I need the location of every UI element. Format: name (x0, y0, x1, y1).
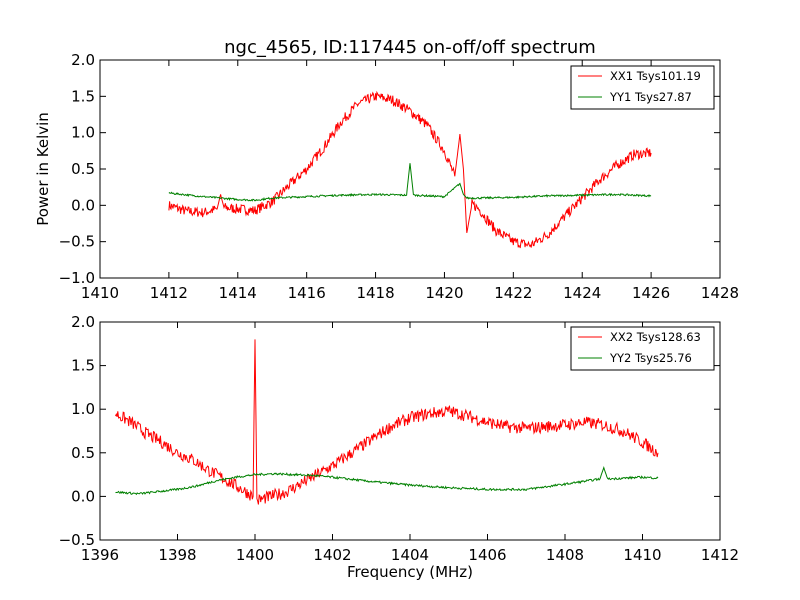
x-tick-label: 1418 (356, 284, 394, 302)
legend-label: XX1 Tsys101.19 (610, 69, 701, 83)
bottom-panel: 1396 1398 1400 1402 1404 1406 1408 1410 1412 −0.5… (59, 313, 740, 581)
x-tick-label: 1422 (494, 284, 532, 302)
y-tick-label: 0.5 (71, 160, 95, 178)
y-tick-label: 1.5 (71, 87, 95, 105)
y-tick-label: 1.0 (71, 124, 95, 142)
legend-box (570, 65, 715, 110)
legend-box (570, 326, 715, 371)
x-tick-label: 1412 (701, 546, 739, 564)
y-tick-label: 0.5 (71, 444, 95, 462)
series-line-yy (115, 465, 659, 496)
series-line-xx (115, 339, 659, 505)
series-line-xx (168, 90, 652, 249)
legend: XX2 Tsys128.63 YY2 Tsys25.76 (570, 326, 715, 371)
y-tick-label: 2.0 (71, 313, 95, 331)
x-tick-label: 1420 (425, 284, 463, 302)
x-tick-label: 1400 (236, 546, 274, 564)
y-tick-label: 1.5 (71, 357, 95, 375)
y-tick-label: −0.5 (59, 233, 95, 251)
x-tick-label: 1426 (632, 284, 670, 302)
y-tick-label: 2.0 (71, 51, 95, 69)
top-panel: 1410 1412 1414 1416 1418 1420 1422 1424 1426 1428… (34, 51, 739, 302)
y-tick-label: 0.0 (71, 487, 95, 505)
legend-label: YY1 Tsys27.87 (609, 90, 692, 104)
x-tick-label: 1396 (81, 546, 119, 564)
x-axis-label: Frequency (MHz) (347, 563, 473, 581)
x-tick-label: 1406 (468, 546, 506, 564)
y-tick-label: 1.0 (71, 400, 95, 418)
y-tick-label: 0.0 (71, 196, 95, 214)
x-tick-label: 1410 (623, 546, 661, 564)
figure-title: ngc_4565, ID:117445 on-off/off spectrum (224, 37, 596, 58)
x-tick-label: 1414 (219, 284, 257, 302)
y-tick-label: −1.0 (59, 269, 95, 287)
x-tick-label: 1408 (546, 546, 584, 564)
x-tick-label: 1404 (391, 546, 429, 564)
x-tick-label: 1410 (81, 284, 119, 302)
x-tick-label: 1416 (288, 284, 326, 302)
x-tick-label: 1398 (158, 546, 196, 564)
series-line-yy (168, 163, 652, 202)
legend-label: XX2 Tsys128.63 (610, 330, 701, 344)
x-tick-label: 1428 (701, 284, 739, 302)
legend-label: YY2 Tsys25.76 (609, 351, 692, 365)
x-tick-label: 1412 (150, 284, 188, 302)
y-axis-label: Power in Kelvin (34, 112, 52, 226)
y-tick-label: −0.5 (59, 531, 95, 549)
legend: XX1 Tsys101.19 YY1 Tsys27.87 (570, 65, 715, 110)
x-tick-label: 1424 (563, 284, 601, 302)
x-tick-label: 1402 (313, 546, 351, 564)
